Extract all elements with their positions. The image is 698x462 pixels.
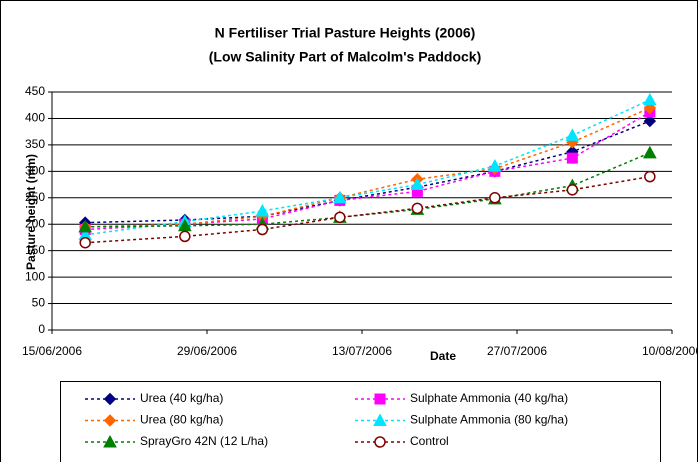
series-line	[85, 120, 651, 224]
series-line	[85, 152, 651, 228]
data-point	[489, 192, 501, 204]
data-point	[644, 170, 656, 183]
legend-marker	[374, 436, 386, 448]
chart-title: N Fertiliser Trial Pasture Heights (2006…	[215, 25, 476, 41]
x-tick-label: 13/07/2006	[332, 344, 392, 358]
data-point	[566, 152, 578, 164]
legend-marker	[373, 413, 387, 426]
data-point	[411, 202, 424, 215]
y-tick-label: 250	[25, 190, 45, 204]
legend-label: Control	[410, 434, 449, 448]
data-point	[256, 223, 269, 236]
data-point	[333, 190, 347, 204]
x-tick-label: 15/06/2006	[22, 344, 82, 358]
data-point	[488, 159, 502, 172]
legend-label: Urea (40 kg/ha)	[140, 391, 223, 405]
y-tick-label: 0	[38, 322, 45, 336]
y-tick-label: 50	[32, 296, 46, 310]
legend-label: SprayGro 42N (12 L/ha)	[140, 434, 268, 448]
data-point	[79, 236, 91, 249]
data-point	[410, 177, 425, 191]
legend-marker	[103, 414, 117, 427]
legend-marker	[103, 434, 117, 448]
data-point	[179, 230, 191, 243]
y-tick-label: 300	[25, 164, 45, 178]
x-tick-label: 27/07/2006	[487, 344, 547, 358]
data-point	[643, 114, 657, 128]
chart-subtitle: (Low Salinity Part of Malcolm's Paddock)	[209, 49, 482, 65]
data-point	[643, 145, 657, 159]
legend-label: Sulphate Ammonia (80 kg/ha)	[410, 413, 568, 427]
data-point	[78, 219, 93, 233]
legend-label: Urea (80 kg/ha)	[140, 413, 223, 427]
legend-box	[60, 381, 661, 462]
data-point	[565, 128, 580, 141]
y-tick-label: 350	[25, 137, 45, 151]
y-tick-label: 400	[25, 111, 45, 125]
y-tick-label: 150	[25, 243, 45, 257]
series-line	[85, 175, 650, 244]
data-point	[643, 92, 657, 106]
x-tick-label: 29/06/2006	[177, 344, 237, 358]
data-point	[566, 184, 579, 196]
y-tick-label: 450	[25, 84, 45, 98]
series-line	[85, 111, 651, 231]
x-tick-label: 10/08/2006	[642, 344, 698, 358]
legend-label: Sulphate Ammonia (40 kg/ha)	[410, 391, 568, 405]
y-tick-label: 100	[25, 269, 45, 283]
y-axis-title: Pasture height (mm)	[24, 154, 38, 270]
x-axis-title: Date	[430, 349, 456, 363]
legend-marker	[103, 392, 117, 406]
data-point	[255, 203, 270, 217]
legend-marker	[374, 393, 386, 405]
data-point	[334, 211, 346, 224]
series-line	[85, 99, 651, 236]
y-tick-label: 200	[25, 216, 45, 230]
